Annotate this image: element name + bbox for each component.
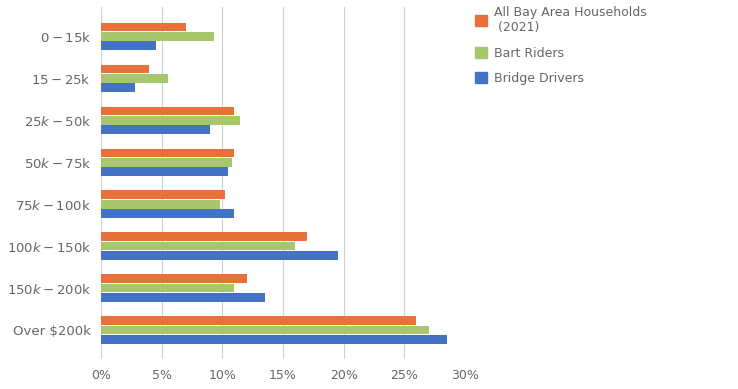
- Bar: [101, 116, 241, 124]
- Bar: [101, 233, 307, 241]
- Legend: All Bay Area Households
 (2021), Bart Riders, Bridge Drivers: All Bay Area Households (2021), Bart Rid…: [475, 6, 646, 85]
- Bar: [101, 326, 429, 335]
- Bar: [101, 191, 224, 199]
- Bar: [101, 23, 186, 32]
- Bar: [101, 335, 446, 343]
- Bar: [101, 284, 235, 293]
- Bar: [101, 125, 210, 134]
- Bar: [101, 293, 265, 301]
- Bar: [101, 83, 135, 92]
- Bar: [101, 167, 228, 176]
- Bar: [101, 32, 214, 41]
- Bar: [101, 158, 232, 166]
- Bar: [101, 209, 235, 218]
- Bar: [101, 149, 235, 157]
- Bar: [101, 107, 235, 116]
- Bar: [101, 316, 416, 325]
- Bar: [101, 41, 156, 50]
- Bar: [101, 274, 246, 283]
- Bar: [101, 242, 295, 251]
- Bar: [101, 74, 168, 83]
- Bar: [101, 65, 150, 74]
- Bar: [101, 200, 220, 209]
- Bar: [101, 251, 337, 260]
